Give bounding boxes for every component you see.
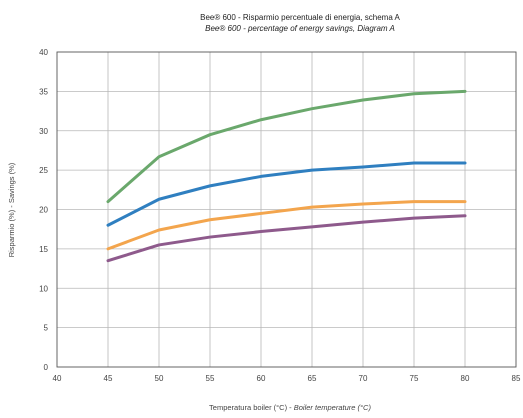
y-tick-label-6: 30 <box>39 127 48 136</box>
x-tick-labels: 40 45 50 55 60 65 70 75 80 85 <box>53 374 521 383</box>
y-tick-label-8: 40 <box>39 48 48 57</box>
x-tick-label-4: 60 <box>257 374 266 383</box>
series-line-2 <box>106 161 467 227</box>
x-axis-label: Temperatura boiler (°C) - Boiler tempera… <box>209 403 371 412</box>
x-tick-label-9: 85 <box>512 374 521 383</box>
chart-title: Bee® 600 - Risparmio percentuale di ener… <box>200 13 400 22</box>
chart-subtitle: Bee® 600 - percentage of energy savings,… <box>205 24 395 33</box>
x-tick-label-1: 45 <box>104 374 113 383</box>
grid <box>57 52 516 367</box>
x-tick-label-3: 55 <box>206 374 215 383</box>
x-tick-label-7: 75 <box>410 374 419 383</box>
series-line-3 <box>106 200 467 251</box>
y-axis-label: Risparmio (%) - Savings (%) <box>7 162 16 257</box>
x-tick-label-8: 80 <box>461 374 470 383</box>
plot-frame <box>56 51 517 368</box>
y-tick-labels: 0 5 10 15 20 25 30 35 40 <box>39 48 48 372</box>
y-tick-label-7: 35 <box>39 87 48 96</box>
x-tick-label-0: 40 <box>53 374 62 383</box>
x-axis-label-it: Temperatura boiler (°C) - <box>209 403 294 412</box>
series-lines <box>106 89 467 263</box>
y-tick-label-2: 10 <box>39 284 48 293</box>
x-tick-label-2: 50 <box>155 374 164 383</box>
y-tick-label-5: 25 <box>39 166 48 175</box>
x-axis-label-en: Boiler temperature (°C) <box>294 403 372 412</box>
x-tick-label-5: 65 <box>308 374 317 383</box>
y-tick-label-4: 20 <box>39 206 48 215</box>
y-tick-label-1: 5 <box>44 324 49 333</box>
y-tick-label-3: 15 <box>39 245 48 254</box>
x-tick-label-6: 70 <box>359 374 368 383</box>
series-line-1 <box>106 89 467 204</box>
y-tick-label-0: 0 <box>44 363 49 372</box>
series-line-4 <box>106 214 467 263</box>
